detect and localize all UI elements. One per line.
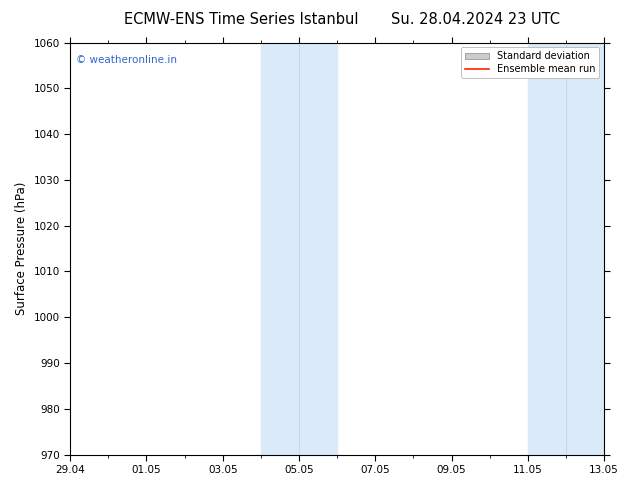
Text: © weatheronline.in: © weatheronline.in bbox=[75, 55, 176, 65]
Bar bbox=[261, 43, 337, 455]
Legend: Standard deviation, Ensemble mean run: Standard deviation, Ensemble mean run bbox=[461, 48, 599, 78]
Bar bbox=[528, 43, 604, 455]
Text: Su. 28.04.2024 23 UTC: Su. 28.04.2024 23 UTC bbox=[391, 12, 560, 27]
Y-axis label: Surface Pressure (hPa): Surface Pressure (hPa) bbox=[15, 182, 28, 315]
Text: ECMW-ENS Time Series Istanbul: ECMW-ENS Time Series Istanbul bbox=[124, 12, 358, 27]
